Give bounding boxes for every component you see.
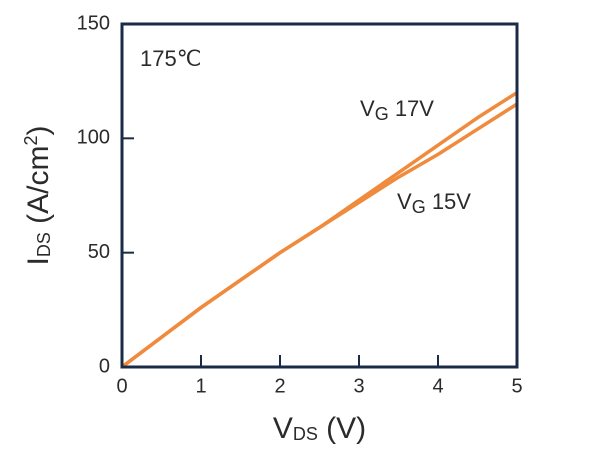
y-axis-label-part: DS [34, 232, 54, 257]
series-label: VG 17V [360, 96, 434, 124]
y-axis-label-part: ) [22, 125, 55, 135]
y-tick-label: 50 [88, 241, 110, 263]
x-tick-label: 2 [274, 375, 285, 397]
y-axis-label-part: I [22, 257, 55, 265]
x-axis-label-part: (V) [318, 412, 366, 445]
series-label: VG 15V [397, 189, 471, 217]
y-axis-label: IDS (A/cm2) [21, 125, 55, 265]
x-tick-label: 1 [195, 375, 206, 397]
x-tick-label: 3 [353, 375, 364, 397]
y-tick-label: 150 [77, 12, 110, 34]
series-label-part: V [397, 189, 412, 214]
series-label-part: G [375, 104, 389, 124]
y-tick-label: 100 [77, 127, 110, 149]
x-axis-label-part: DS [293, 424, 318, 444]
series-label-part: V [360, 96, 375, 121]
series-label-part: 17V [389, 96, 435, 121]
series-label-part: 15V [426, 189, 472, 214]
series-label-part: G [412, 197, 426, 217]
y-tick-label: 0 [99, 355, 110, 377]
annotation: 175℃ [140, 46, 201, 71]
x-tick-label: 4 [432, 375, 443, 397]
plot-frame [120, 22, 519, 369]
x-tick-label: 5 [511, 375, 522, 397]
x-tick-label: 0 [116, 375, 127, 397]
data-line [120, 102, 518, 369]
data-line [120, 91, 518, 369]
x-axis-label-part: V [273, 412, 293, 445]
y-axis-label-part: (A/cm [22, 145, 55, 232]
y-axis-label-part: 2 [21, 135, 41, 145]
x-axis-label: VDS (V) [273, 412, 366, 445]
